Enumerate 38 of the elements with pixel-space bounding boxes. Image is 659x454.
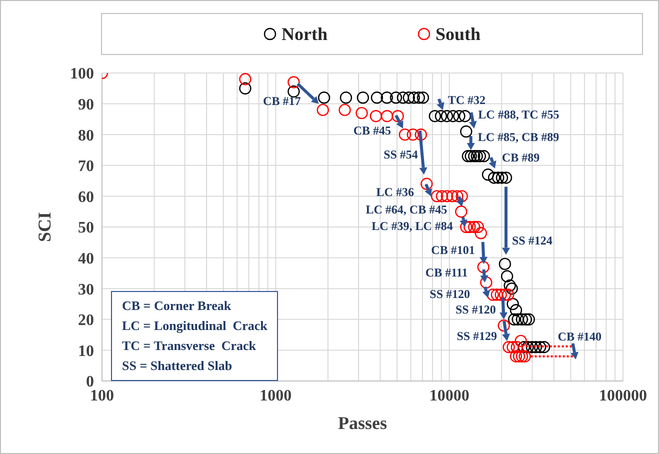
y-tick-label: 60 [78,188,94,206]
legend-label: North [281,24,328,44]
annotation: LC = Longitudinal Crack [122,317,268,335]
annotation: LC #64, CB #45 [366,202,448,217]
annotation: SS #129 [456,328,498,343]
y-tick-label: 40 [78,250,94,268]
annotation: CB = Corner Break [122,297,232,315]
y-tick-label: 20 [78,312,94,330]
annotation: LC #36 [376,185,414,200]
annotation: LC #39, LC #84 [372,219,453,233]
y-tick-label: 80 [78,127,94,144]
annotation: LC #88, TC #55 [478,107,560,122]
annotation: CB #17 [263,94,301,108]
annotation: CB #101 [431,242,475,257]
annotation: SS #124 [512,234,552,248]
annotation: CB #45 [353,123,391,138]
y-tick-label: 10 [78,342,94,360]
annotation: TC #32 [448,92,486,107]
y-tick-label: 30 [78,281,94,298]
x-tick-label: 100000 [599,387,647,404]
y-tick-label: 100 [70,66,94,83]
annotation: SS = Shattered Slab [122,357,234,375]
annotation: CB #140 [558,329,602,344]
annotation: SS #54 [384,148,418,162]
annotation: SS #120 [455,302,496,316]
y-tick-label: 70 [78,158,94,176]
x-tick-label: 10000 [429,387,470,404]
annotation: LC #85, CB #89 [478,130,560,144]
x-tick-label: 1000 [260,387,292,404]
legend-label: South [435,24,481,44]
annotation: CB #111 [425,265,468,280]
y-tick-label: 90 [78,96,94,114]
y-tick-label: 50 [78,220,94,237]
annotation: CB #89 [502,150,540,164]
x-axis-title: Passes [338,413,387,433]
y-axis-title: SCI [34,212,54,242]
annotation: SS #120 [430,286,470,301]
annotation: TC = Transverse Crack [122,337,258,355]
